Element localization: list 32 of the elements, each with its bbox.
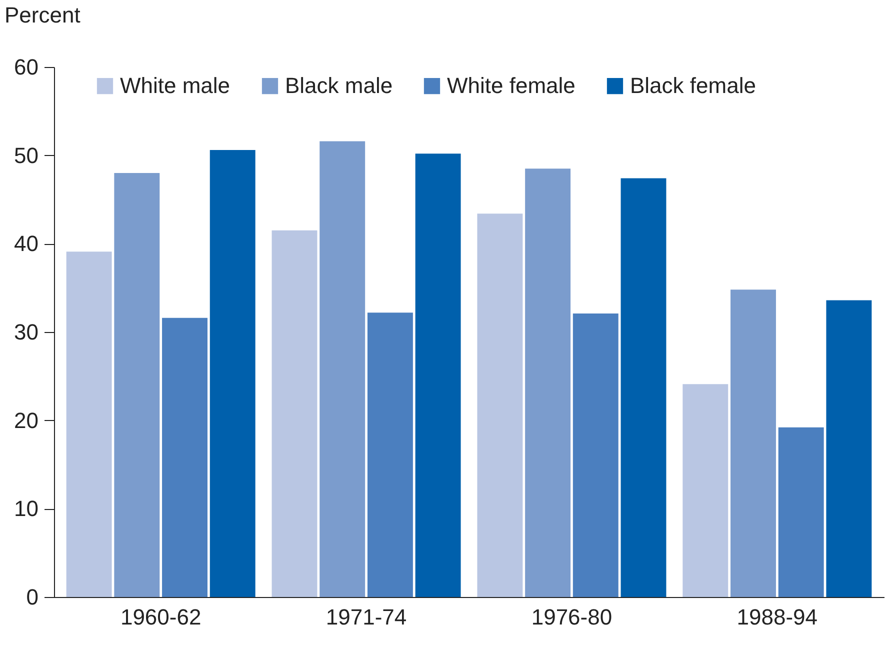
x-tick-label: 1960-62 [120,604,202,630]
y-tick-label: 30 [14,320,38,344]
y-tick-label: 60 [14,54,38,80]
bar [320,141,366,597]
bar [620,178,666,597]
x-tick-label: 1971-74 [326,604,407,630]
legend-label: White male [120,73,230,98]
bar [162,318,208,597]
y-tick-label: 0 [26,584,38,610]
bar [210,150,256,597]
legend-label: Black male [285,73,393,98]
bar [477,214,523,597]
bar [415,154,461,597]
x-tick-label: 1976-80 [531,604,612,630]
legend-label: White female [447,73,576,98]
legend-label: Black female [630,73,756,98]
bar [114,173,160,597]
bar [778,427,824,597]
bar [572,313,618,597]
bar [272,230,318,597]
bar [66,252,112,597]
y-tick-label: 10 [14,496,38,522]
bar [730,290,776,597]
bar [826,300,872,597]
bar [525,168,571,597]
y-tick-label: 20 [14,408,38,433]
y-tick-label: 40 [14,231,38,256]
x-tick-label: 1988-94 [736,604,818,630]
bar [367,312,413,597]
bar [682,384,728,597]
y-tick-label: 50 [14,142,38,168]
y-axis-title: Percent [4,2,80,28]
